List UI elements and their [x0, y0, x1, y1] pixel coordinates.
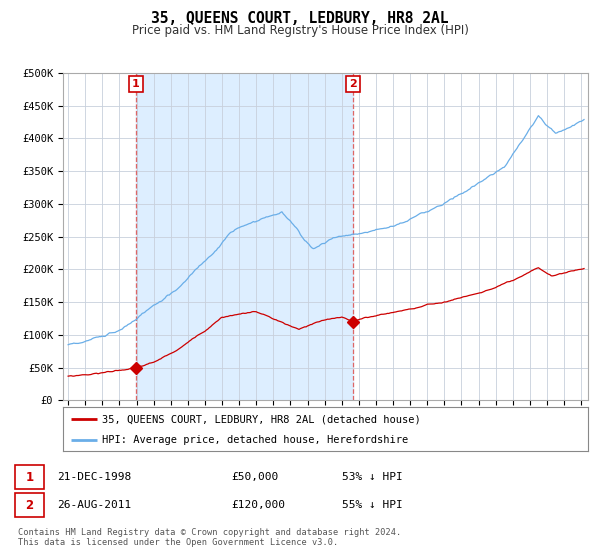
Text: HPI: Average price, detached house, Herefordshire: HPI: Average price, detached house, Here… [103, 435, 409, 445]
Text: 53% ↓ HPI: 53% ↓ HPI [342, 472, 403, 482]
Text: 2: 2 [349, 80, 357, 89]
Text: 55% ↓ HPI: 55% ↓ HPI [342, 500, 403, 510]
Text: 21-DEC-1998: 21-DEC-1998 [57, 472, 131, 482]
Text: £50,000: £50,000 [231, 472, 278, 482]
Text: Price paid vs. HM Land Registry's House Price Index (HPI): Price paid vs. HM Land Registry's House … [131, 24, 469, 36]
Text: 2: 2 [25, 498, 34, 512]
Text: Contains HM Land Registry data © Crown copyright and database right 2024.
This d: Contains HM Land Registry data © Crown c… [18, 528, 401, 547]
Text: 1: 1 [132, 80, 140, 89]
Text: 35, QUEENS COURT, LEDBURY, HR8 2AL: 35, QUEENS COURT, LEDBURY, HR8 2AL [151, 11, 449, 26]
Bar [136, 73, 353, 400]
Text: 26-AUG-2011: 26-AUG-2011 [57, 500, 131, 510]
Text: 35, QUEENS COURT, LEDBURY, HR8 2AL (detached house): 35, QUEENS COURT, LEDBURY, HR8 2AL (deta… [103, 414, 421, 424]
Text: 1: 1 [25, 470, 34, 484]
Text: £120,000: £120,000 [231, 500, 285, 510]
